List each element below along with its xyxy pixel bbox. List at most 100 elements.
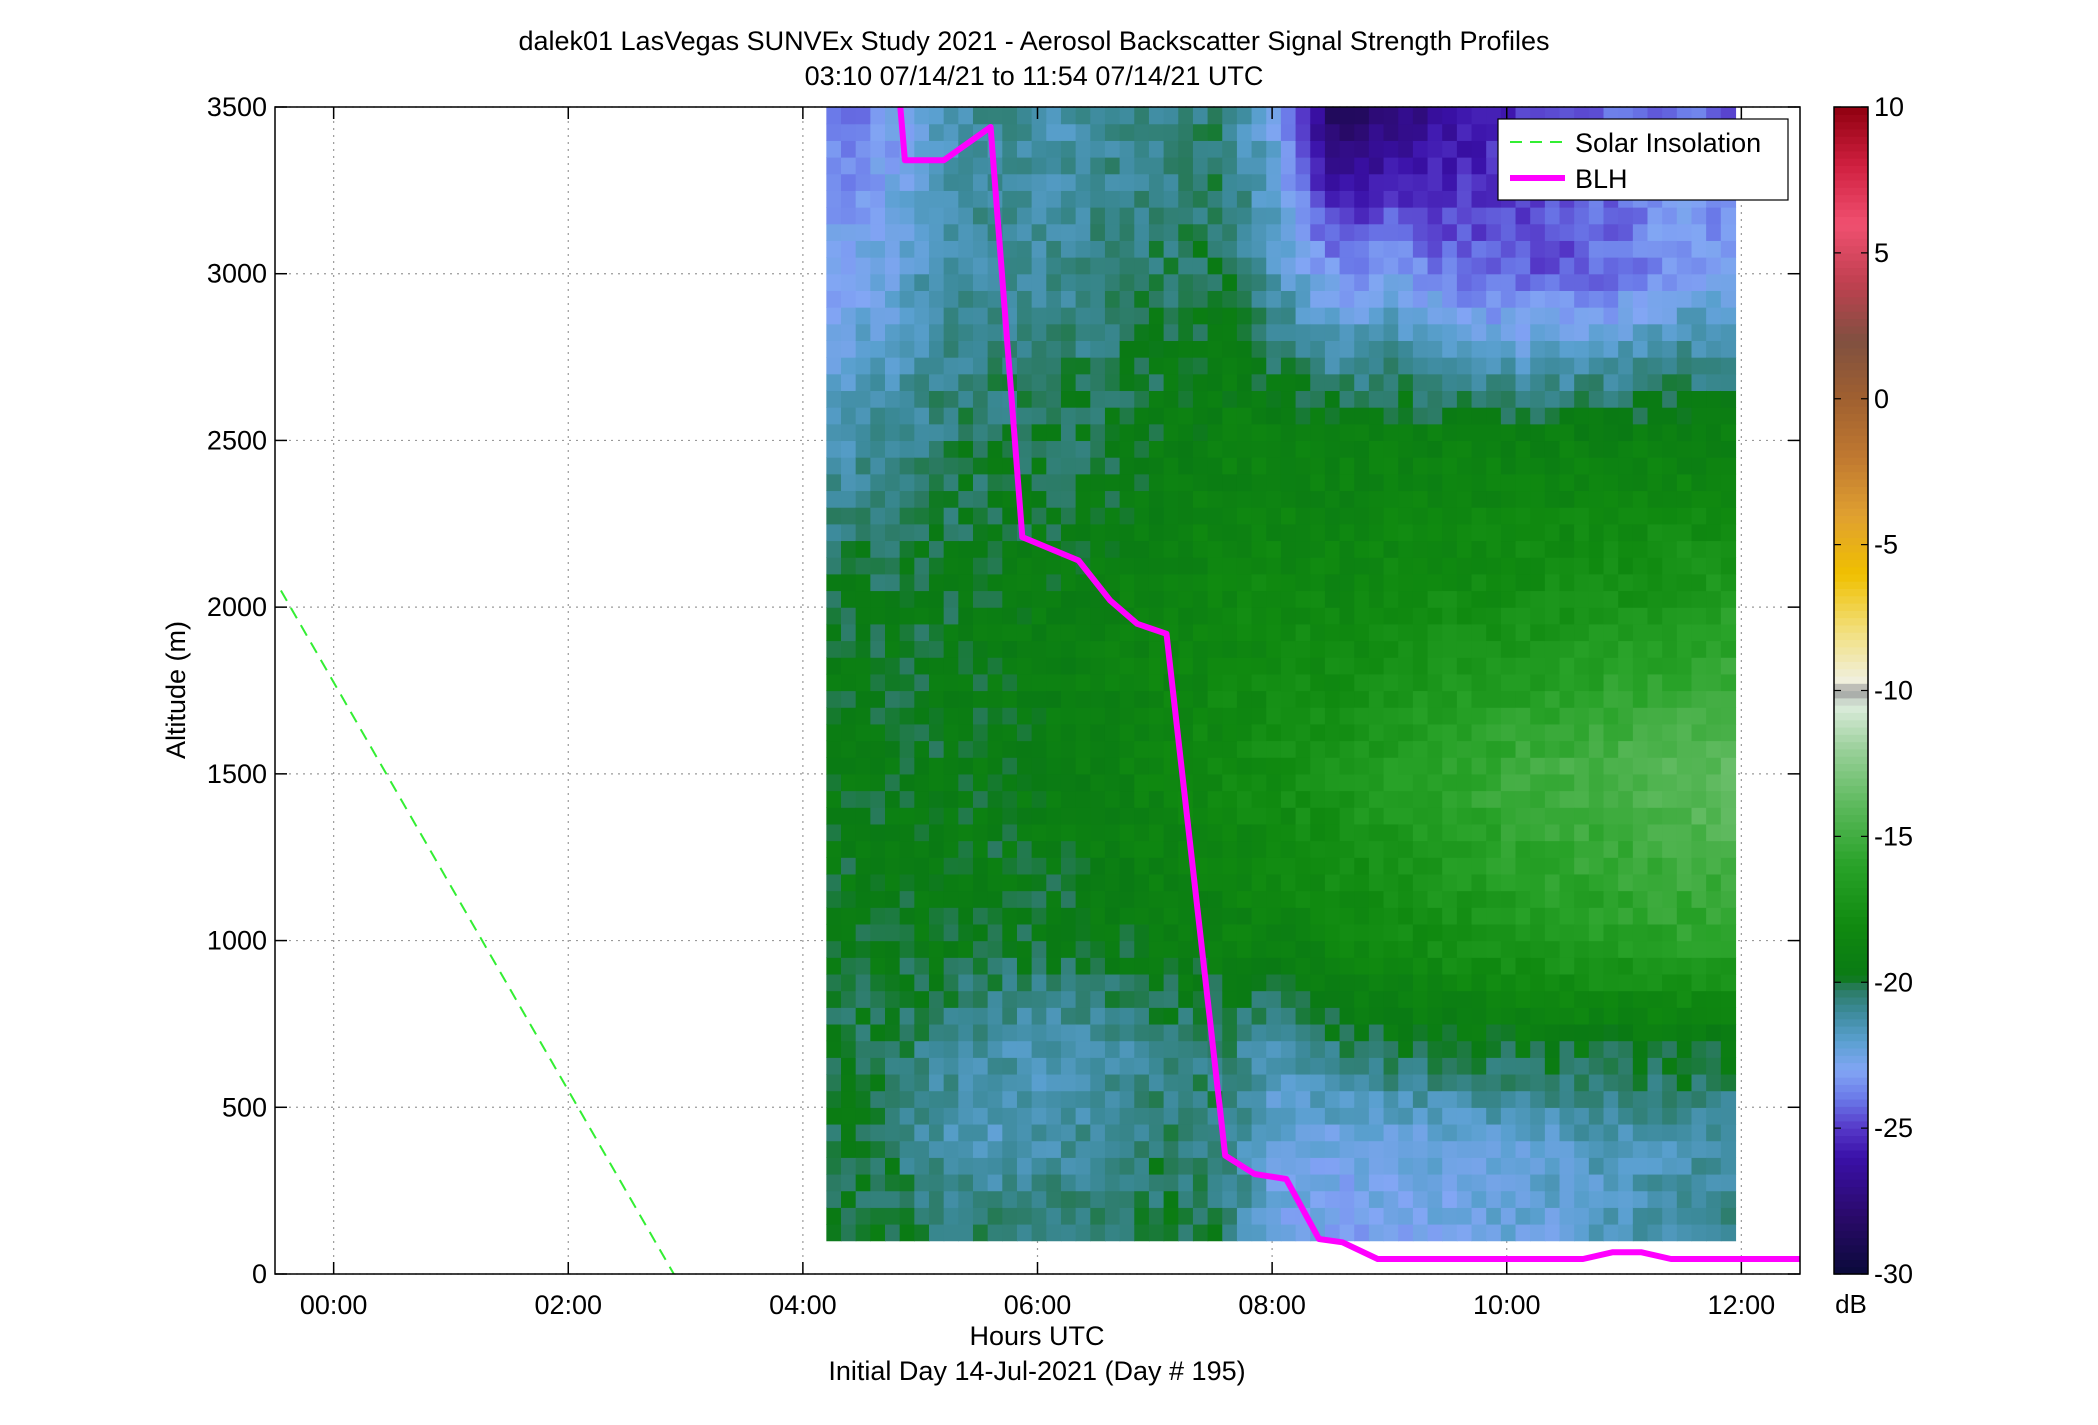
heatmap-cell — [1354, 590, 1370, 608]
heatmap-cell — [1134, 807, 1150, 825]
colorbar-segment — [1834, 690, 1868, 699]
heatmap-cell — [1060, 857, 1077, 875]
heatmap-cell — [1222, 807, 1238, 825]
heatmap-cell — [1544, 957, 1561, 975]
heatmap-cell — [1354, 973, 1370, 992]
heatmap-cell — [1134, 123, 1150, 141]
heatmap-cell — [1500, 757, 1517, 775]
heatmap-cell — [1046, 1190, 1062, 1208]
heatmap-cell — [1398, 1123, 1414, 1142]
heatmap-cell — [1060, 973, 1077, 992]
heatmap-cell — [826, 1107, 842, 1125]
heatmap-cell — [1559, 673, 1575, 692]
heatmap-cell — [1398, 640, 1414, 658]
heatmap-cell — [1515, 440, 1531, 458]
heatmap-cell — [1104, 440, 1121, 458]
heatmap-cell — [958, 907, 974, 925]
heatmap-cell — [1618, 923, 1634, 942]
heatmap-cell — [1662, 1190, 1678, 1208]
heatmap-cell — [914, 423, 930, 442]
heatmap-cell — [1720, 323, 1737, 341]
heatmap-cell — [1500, 657, 1517, 675]
colorbar-segment — [1834, 821, 1868, 830]
heatmap-cell — [1427, 107, 1443, 125]
heatmap-cell — [1676, 507, 1693, 525]
y-tick-label: 2000 — [207, 592, 267, 622]
heatmap-cell — [1427, 607, 1443, 625]
heatmap-cell — [1603, 590, 1619, 608]
colorbar-segment — [1834, 354, 1868, 363]
heatmap-cell — [1310, 823, 1326, 842]
heatmap-cell — [1588, 840, 1605, 858]
heatmap-cell — [1163, 207, 1179, 225]
heatmap-cell — [1632, 507, 1649, 525]
heatmap-cell — [1236, 940, 1253, 958]
heatmap-cell — [1163, 1190, 1179, 1208]
heatmap-cell — [1515, 1223, 1531, 1242]
heatmap-cell — [1060, 173, 1077, 191]
heatmap-cell — [1310, 973, 1326, 992]
heatmap-cell — [1016, 873, 1033, 892]
heatmap-cell — [1119, 440, 1135, 458]
heatmap-cell — [1368, 490, 1385, 508]
heatmap-cell — [914, 1190, 930, 1208]
heatmap-cell — [1456, 540, 1473, 558]
heatmap-cell — [1016, 573, 1033, 592]
heatmap-cell — [1134, 1073, 1150, 1092]
heatmap-cell — [1662, 390, 1678, 408]
heatmap-cell — [1192, 1040, 1209, 1058]
heatmap-cell — [1706, 223, 1722, 241]
heatmap-cell — [914, 540, 930, 558]
heatmap-cell — [1412, 357, 1429, 375]
heatmap-cell — [1222, 640, 1238, 658]
heatmap-cell — [1456, 707, 1473, 725]
colorbar-segment — [1834, 1040, 1868, 1049]
colorbar-segment — [1834, 931, 1868, 940]
heatmap-cell — [1544, 573, 1561, 592]
heatmap-cell — [1676, 323, 1693, 341]
heatmap-cell — [1354, 857, 1370, 875]
heatmap-cell — [1060, 107, 1077, 125]
heatmap-cell — [1398, 940, 1414, 958]
heatmap-cell — [1618, 707, 1634, 725]
heatmap-cell — [1383, 1023, 1399, 1042]
heatmap-cell — [1002, 1057, 1018, 1075]
heatmap-cell — [1090, 1057, 1106, 1075]
heatmap-cell — [914, 773, 930, 792]
heatmap-cell — [1031, 107, 1047, 125]
heatmap-cell — [987, 1173, 1003, 1192]
heatmap-cell — [1251, 423, 1267, 442]
heatmap-cell — [958, 1157, 974, 1175]
heatmap-cell — [855, 240, 871, 258]
heatmap-cell — [1016, 373, 1033, 392]
heatmap-cell — [1676, 907, 1693, 925]
heatmap-cell — [1031, 457, 1047, 475]
heatmap-cell — [1251, 590, 1267, 608]
heatmap-cell — [987, 357, 1003, 375]
heatmap-cell — [1603, 540, 1619, 558]
heatmap-cell — [1251, 907, 1267, 925]
heatmap-cell — [958, 457, 974, 475]
heatmap-cell — [826, 373, 842, 392]
heatmap-cell — [1046, 923, 1062, 942]
heatmap-cell — [1163, 423, 1179, 442]
heatmap-cell — [914, 857, 930, 875]
heatmap-cell — [1515, 1023, 1531, 1042]
heatmap-cell — [899, 357, 915, 375]
heatmap-cell — [1398, 107, 1414, 125]
heatmap-cell — [1486, 940, 1502, 958]
heatmap-cell — [841, 190, 857, 208]
heatmap-cell — [1574, 473, 1590, 492]
heatmap-cell — [1632, 807, 1649, 825]
heatmap-cell — [1002, 207, 1018, 225]
heatmap-cell — [1104, 290, 1121, 308]
heatmap-cell — [1075, 957, 1091, 975]
heatmap-cell — [899, 840, 915, 858]
heatmap-cell — [870, 273, 886, 291]
heatmap-cell — [1295, 1057, 1311, 1075]
heatmap-cell — [987, 1207, 1003, 1225]
heatmap-cell — [1002, 507, 1018, 525]
heatmap-cell — [1104, 1040, 1121, 1058]
heatmap-cell — [1192, 1107, 1209, 1125]
heatmap-cell — [1676, 740, 1693, 758]
